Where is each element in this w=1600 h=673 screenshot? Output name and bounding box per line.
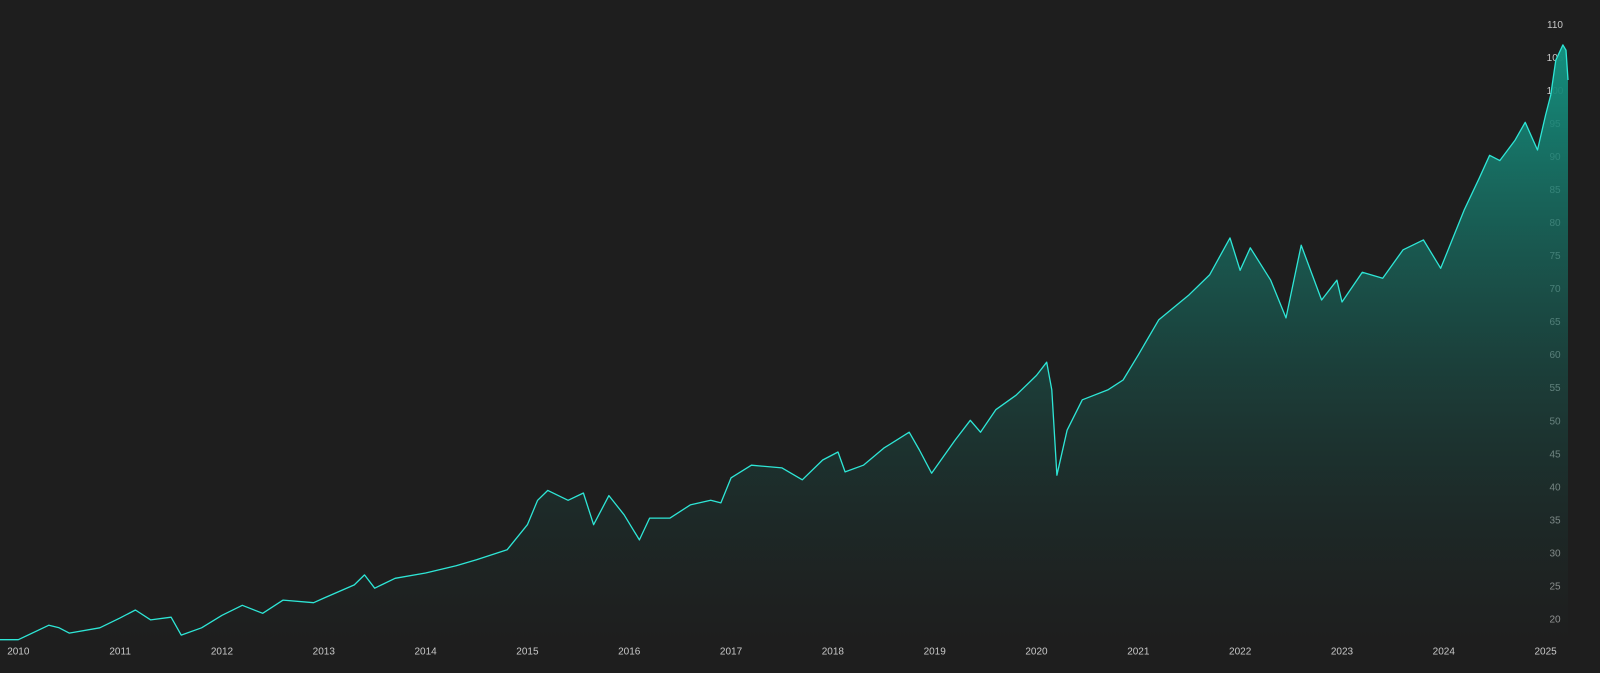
x-tick-label: 2020: [1025, 647, 1048, 658]
x-tick-label: 2012: [211, 647, 234, 658]
x-tick-label: 2011: [109, 647, 131, 658]
x-tick-label: 2014: [414, 647, 437, 658]
x-tick-label: 2010: [7, 647, 30, 658]
x-tick-label: 2025: [1534, 647, 1557, 658]
x-tick-label: 2023: [1331, 647, 1354, 658]
x-tick-label: 2013: [313, 647, 336, 658]
x-tick-label: 2016: [618, 647, 641, 658]
line: [0, 44, 1569, 641]
x-tick-label: 2015: [516, 647, 539, 658]
x-tick-label: 2017: [720, 647, 743, 658]
x-tick-label: 2018: [822, 647, 845, 658]
x-tick-label: 2021: [1127, 647, 1150, 658]
x-tick-label: 2019: [924, 647, 947, 658]
y-tick-label: 105: [1547, 53, 1564, 64]
x-tick-label: 2024: [1433, 647, 1456, 658]
x-tick-label: 2022: [1229, 647, 1252, 658]
y-tick-label: 110: [1547, 20, 1563, 31]
area-fill: [0, 44, 1568, 645]
